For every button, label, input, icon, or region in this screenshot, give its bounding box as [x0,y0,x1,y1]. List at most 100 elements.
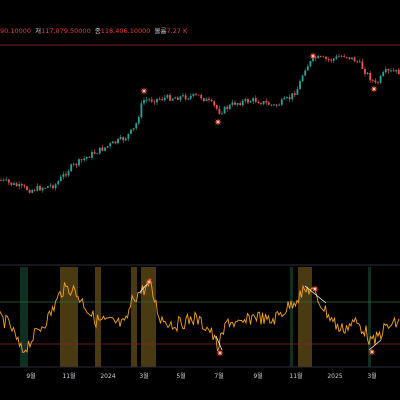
candle-body [379,75,382,83]
candle-body [39,185,41,191]
candle-body [23,185,26,187]
candle-body [18,184,21,187]
x-tick-label: 2025 [327,373,342,380]
candle-body [20,184,23,186]
candle-body [127,133,130,139]
candle-body [226,106,229,110]
candle-body [171,98,174,101]
candle-body [195,93,197,95]
candle-body [62,174,65,177]
divergence-line [368,339,382,351]
candle-body [179,96,182,100]
bearish-marker-star-core [142,89,146,93]
candle-body [332,58,335,61]
candle-body [291,93,294,100]
bearish-marker-star-core [311,54,315,58]
candle-body [345,56,348,58]
candle-body [283,98,286,100]
candle-body [252,98,255,102]
divergence-line [304,285,327,304]
candle-body [65,174,67,176]
candle-body [322,56,325,58]
candle-body [70,164,73,172]
candle-body [158,98,161,100]
candle-body [52,185,54,189]
candle-body [353,57,356,62]
oversold-band [20,267,28,367]
candle-body [202,98,205,102]
candle-body [148,99,151,101]
candle-body [54,184,57,189]
candle-body [124,138,127,141]
candle-body [98,147,101,154]
candle-body [189,95,192,99]
x-tick-label: 3월 [139,372,148,380]
candle-body [78,159,80,166]
candle-body [361,61,364,69]
candle-body [10,182,13,185]
candle-body [364,68,366,74]
price-pane[interactable] [0,44,400,194]
overbought-band [60,267,78,367]
candle-body [106,146,109,148]
candle-body [343,56,346,57]
candle-body [231,102,234,105]
candle-body [111,141,114,144]
candle-body [213,101,216,106]
candle-body [392,70,395,72]
candle-body [13,183,15,185]
candle-body [26,186,28,191]
candle-body [33,189,36,191]
candle-body [205,98,208,102]
candle-body [169,95,171,101]
candle-body [88,156,91,158]
candle-body [267,102,270,105]
candle-body [5,179,8,181]
candle-body [325,56,327,59]
oscillator-pane[interactable] [0,267,400,367]
candle-body [356,61,359,63]
candle-body [85,156,88,159]
candle-body [304,70,307,76]
candle-body [241,100,244,105]
price-signal-markers [140,52,378,126]
bullish-marker-star-core [218,351,222,355]
candle-body [182,95,184,97]
candle-body [374,80,377,83]
candle-body [0,180,2,181]
time-axis[interactable]: 9월 11월 2024 3월 5월 7월 9월 11월 2025 3월 [0,366,400,380]
candle-body [119,137,122,139]
candle-body [208,98,210,100]
candle-body [153,101,156,103]
bullish-marker-star-core [216,120,220,124]
candle-body [218,108,221,114]
candle-body [384,69,387,73]
candle-body [210,99,213,102]
overbought-band [298,267,312,367]
candle-body [366,72,369,74]
candle-body [280,99,283,105]
candle-body [254,98,257,102]
x-tick-label: 11월 [62,372,75,380]
candle-body [257,101,260,104]
candle-body [49,185,52,187]
candle-body [109,143,112,147]
candle-body [395,69,398,72]
volume-value: 7.27 K [166,27,188,35]
candle-body [335,56,338,59]
oversold-band [368,267,371,367]
candle-body [57,181,60,185]
candle-body [114,141,117,144]
candle-body [96,153,99,155]
candle-body [330,59,333,61]
candle-body [80,159,83,161]
oscillator-line [0,278,400,353]
candle-body [348,57,351,59]
bullish-marker-star-core [370,350,374,354]
candle-body [59,176,62,182]
candle-body [327,58,330,60]
candle-body [36,185,39,191]
candle-body [140,103,143,118]
